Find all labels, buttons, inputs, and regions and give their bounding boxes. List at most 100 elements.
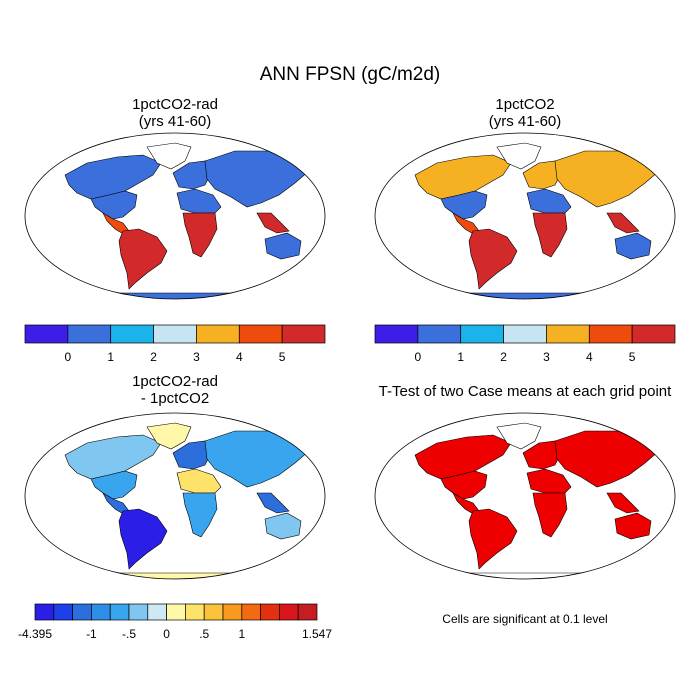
panel1-colorbar-box-3 — [153, 324, 197, 344]
panel1-map — [24, 132, 326, 300]
panel2-map-frame — [374, 132, 676, 300]
panel2-colorbar-tick-label: 0 — [415, 350, 422, 364]
panel3-colorbar-box-12 — [260, 603, 280, 621]
panel2-colorbar-box-3 — [503, 324, 547, 344]
panel1-colorbar-box-1 — [67, 324, 112, 344]
panel3-title: 1pctCO2-rad - 1pctCO2 — [25, 373, 325, 408]
panel1-colorbar-box-0 — [24, 324, 69, 344]
panel4-australia-region — [614, 512, 652, 540]
panel2-north-america-north-region — [414, 154, 512, 200]
panel2-colorbar-tick-label: 5 — [629, 350, 636, 364]
panel2-se-asia-region — [606, 212, 640, 234]
panel4-north-america-north-region — [414, 434, 512, 480]
panel3-north-america-north-region — [64, 434, 162, 480]
panel3-colorbar-box-7 — [166, 603, 186, 621]
panel3-africa-tropics-region — [182, 492, 218, 538]
panel3-colorbar-box-1 — [53, 603, 73, 621]
panel4-africa-tropics-region — [532, 492, 568, 538]
panel2-colorbar-box-0 — [374, 324, 419, 344]
panel3-colorbar-tick-label: -4.395 — [18, 627, 52, 641]
panel4-title: T-Test of two Case means at each grid po… — [378, 383, 672, 400]
panel2-north-america-south-region — [440, 190, 488, 220]
panel3-colorbar-box-9 — [203, 603, 224, 621]
panel3-se-asia-region — [256, 492, 290, 514]
panel1-map-frame — [24, 132, 326, 300]
panel1-greenland-region — [146, 142, 192, 170]
panel3-colorbar-box-2 — [72, 603, 92, 621]
panel3-colorbar-box-10 — [222, 603, 243, 621]
panel3-colorbar-box-4 — [109, 603, 130, 621]
panel4-map — [374, 412, 676, 580]
panel4-antarctica-region — [428, 572, 622, 579]
panel1-colorbar: 0 1 2 3 4 5 — [24, 324, 326, 364]
panel4-africa-region — [526, 468, 572, 494]
panel2-colorbar-box-2 — [460, 324, 504, 344]
panel1-colorbar-tick-label: 1 — [107, 350, 114, 364]
panel1-australia-region — [264, 232, 302, 260]
panel1-colorbar-tick-label: 3 — [193, 350, 200, 364]
panel2-colorbar-tick-label: 2 — [500, 350, 507, 364]
panel3-africa-region — [176, 468, 222, 494]
panel3-map — [24, 412, 326, 580]
panel3-map-frame — [24, 412, 326, 580]
significance-note: Cells are significant at 0.1 level — [442, 612, 608, 626]
panel1-colorbar-box-6 — [281, 324, 326, 344]
panel3-colorbar-tick-label: 0 — [163, 627, 170, 641]
panel3-south-america-region — [118, 508, 168, 570]
panel3-colorbar-tick-label: .5 — [199, 627, 209, 641]
panel3-colorbar-box-0 — [34, 603, 55, 621]
panel1-colorbar-tick-label: 4 — [236, 350, 243, 364]
panel1-title: 1pctCO2-rad (yrs 41-60) — [25, 96, 325, 131]
panel3-australia-region — [264, 512, 302, 540]
panel2-africa-region — [526, 188, 572, 214]
panel1-colorbar-tick-label: 0 — [65, 350, 72, 364]
panel2-colorbar-box-6 — [631, 324, 676, 344]
panel1-title-line2: (yrs 41-60) — [138, 113, 212, 131]
panel3-title-line1: 1pctCO2-rad — [132, 373, 218, 390]
panel1-colorbar-box-2 — [110, 324, 154, 344]
panel3-greenland-region — [146, 422, 192, 450]
panel2-title-line2: (yrs 41-60) — [488, 113, 562, 131]
panel2-title-line1: 1pctCO2 — [495, 96, 555, 113]
panel1-colorbar-tick-label: 2 — [150, 350, 157, 364]
panel3-colorbar-tick-label: -1 — [86, 627, 97, 641]
panel3-colorbar-box-11 — [241, 603, 261, 621]
panel1-north-america-south-region — [90, 190, 138, 220]
panel2-africa-tropics-region — [532, 212, 568, 258]
panel1-antarctica-region — [78, 292, 272, 299]
panel3-north-america-south-region — [90, 470, 138, 500]
panel3-colorbar-box-14 — [297, 603, 318, 621]
panel2-colorbar-box-1 — [417, 324, 462, 344]
panel2-colorbar-box-4 — [546, 324, 590, 344]
panel1-africa-region — [176, 188, 222, 214]
panel4-map-frame — [374, 412, 676, 580]
panel1-colorbar-box-4 — [196, 324, 240, 344]
panel1-africa-tropics-region — [182, 212, 218, 258]
panel4-se-asia-region — [606, 492, 640, 514]
panel1-colorbar-tick-label: 5 — [279, 350, 286, 364]
panel1-title-line1: 1pctCO2-rad — [132, 96, 218, 113]
panel2-colorbar-tick-label: 3 — [543, 350, 550, 364]
panel4-north-america-south-region — [440, 470, 488, 500]
panel1-north-america-north-region — [64, 154, 162, 200]
panel3-antarctica-region — [78, 572, 272, 579]
panel3-colorbar-tick-label: -.5 — [122, 627, 136, 641]
panel2-south-america-region — [468, 228, 518, 290]
panel2-greenland-region — [496, 142, 542, 170]
panel1-se-asia-region — [256, 212, 290, 234]
panel2-title: 1pctCO2 (yrs 41-60) — [375, 96, 675, 131]
panel3-colorbar-box-13 — [279, 603, 299, 621]
panel3-colorbar-box-5 — [128, 603, 149, 621]
panel2-colorbar: 0 1 2 3 4 5 — [374, 324, 676, 364]
panel4-south-america-region — [468, 508, 518, 570]
figure-title: ANN FPSN (gC/m2d) — [259, 64, 441, 85]
panel1-south-america-region — [118, 228, 168, 290]
panel2-antarctica-region — [428, 292, 622, 299]
panel2-colorbar-tick-label: 1 — [457, 350, 464, 364]
panel3-colorbar-tick-label: 1 — [238, 627, 245, 641]
panel4-greenland-region — [496, 422, 542, 450]
panel3-colorbar: -4.395 -1 -.5 0 .5 1 1.547 — [18, 603, 332, 641]
panel2-colorbar-tick-label: 4 — [586, 350, 593, 364]
panel3-title-line2: - 1pctCO2 — [140, 390, 210, 408]
